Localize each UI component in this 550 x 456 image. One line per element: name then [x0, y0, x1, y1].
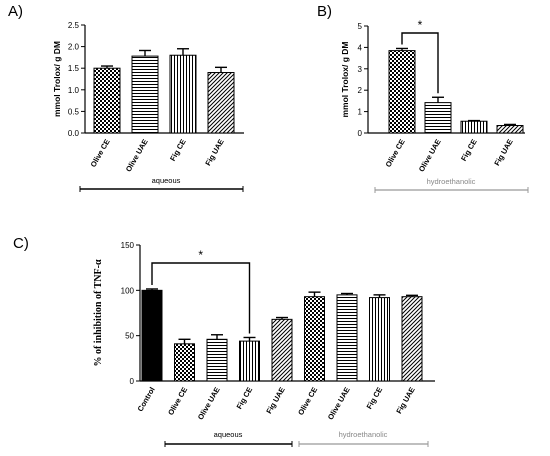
y-tick-label: 2	[358, 86, 363, 95]
bar	[206, 338, 228, 382]
group-label: aqueous	[214, 430, 243, 439]
y-tick-label: 150	[121, 241, 135, 250]
y-tick-label: 0.5	[68, 107, 80, 116]
bar	[93, 67, 121, 134]
y-tick-label: 1.5	[68, 64, 80, 73]
category-label: Olive CE	[384, 138, 407, 169]
bar	[131, 55, 159, 134]
category-label: Fig UAE	[264, 386, 286, 416]
category-label: Fig CE	[459, 138, 479, 163]
category-label: Olive CE	[89, 138, 112, 169]
y-tick-label: 2.5	[68, 21, 80, 30]
bar	[401, 296, 423, 382]
y-tick-label: 4	[358, 43, 363, 52]
y-axis-label: % of inhibition of TNF-α	[93, 259, 104, 366]
y-axis-label: mmol Trolox/ g DM	[340, 41, 350, 117]
y-tick-label: 0.0	[68, 129, 80, 138]
bar	[388, 50, 416, 134]
y-tick-label: 3	[358, 65, 363, 74]
y-tick-label: 0	[130, 377, 135, 386]
panel-label: B)	[317, 3, 332, 20]
bar	[169, 54, 197, 134]
bar	[141, 289, 163, 382]
group-label: hydroethanolic	[427, 177, 476, 186]
category-label: Fig CE	[365, 386, 385, 411]
significance-bracket	[151, 262, 251, 334]
category-label: Fig UAE	[492, 138, 514, 168]
y-tick-label: 100	[121, 286, 135, 295]
category-label: Olive CE	[166, 386, 189, 417]
y-tick-label: 50	[125, 332, 134, 341]
y-tick-label: 5	[358, 22, 363, 31]
y-axis-label: mmol Trolox/ g DM	[52, 41, 62, 117]
bar	[424, 102, 452, 134]
category-label: Olive UAE	[326, 386, 352, 422]
y-tick-label: 0	[358, 129, 363, 138]
y-tick-label: 2.0	[68, 43, 80, 52]
category-label: Fig CE	[235, 386, 255, 411]
category-label: Olive UAE	[124, 138, 150, 174]
category-label: Olive UAE	[196, 386, 222, 422]
significance-star: *	[198, 248, 203, 262]
significance-star: *	[418, 18, 423, 32]
category-label: Control	[136, 386, 157, 414]
bar	[460, 120, 488, 134]
bar	[304, 296, 325, 382]
group-label: hydroethanolic	[339, 430, 388, 439]
panel-label: C)	[13, 235, 29, 252]
bar	[239, 340, 260, 382]
category-label: Fig UAE	[394, 386, 416, 416]
bar	[271, 318, 293, 382]
category-label: Fig CE	[168, 138, 188, 163]
y-tick-label: 1.0	[68, 86, 80, 95]
category-label: Olive CE	[296, 386, 319, 417]
bar	[207, 72, 235, 134]
bar	[496, 125, 524, 134]
bar	[336, 294, 358, 382]
panel-label: A)	[8, 3, 23, 20]
category-label: Olive UAE	[417, 138, 443, 174]
group-label: aqueous	[152, 176, 181, 185]
bar	[369, 297, 390, 382]
significance-bracket	[401, 32, 439, 94]
bar	[174, 343, 195, 382]
y-tick-label: 1	[358, 108, 363, 117]
category-label: Fig UAE	[203, 138, 225, 168]
